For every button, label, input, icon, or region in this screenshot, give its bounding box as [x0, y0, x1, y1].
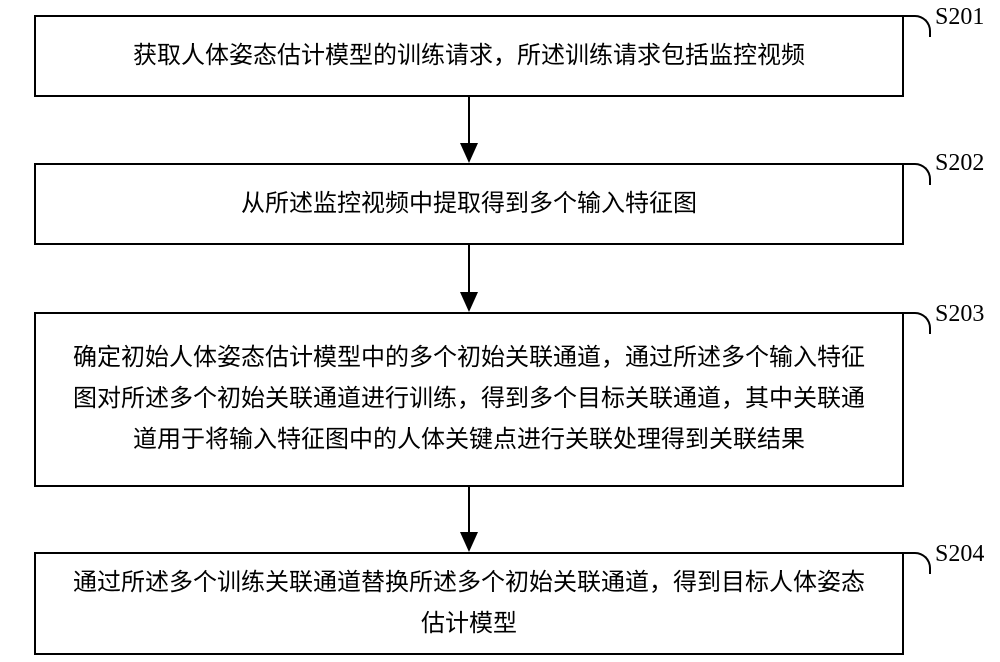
step-label-S202: S202	[935, 150, 984, 177]
flow-node-S203: 确定初始人体姿态估计模型中的多个初始关联通道，通过所述多个输入特征图对所述多个初…	[34, 312, 904, 487]
flow-node-text: 确定初始人体姿态估计模型中的多个初始关联通道，通过所述多个输入特征图对所述多个初…	[66, 338, 872, 460]
callout-curve	[885, 552, 931, 574]
arrow-head-icon	[460, 292, 478, 312]
arrow-line	[468, 245, 471, 292]
flow-node-text: 通过所述多个训练关联通道替换所述多个初始关联通道，得到目标人体姿态估计模型	[66, 563, 872, 645]
callout-curve	[885, 312, 931, 334]
step-label-S204: S204	[935, 541, 984, 568]
arrow-line	[468, 487, 471, 532]
flow-node-text: 获取人体姿态估计模型的训练请求，所述训练请求包括监控视频	[66, 36, 872, 77]
flow-node-text: 从所述监控视频中提取得到多个输入特征图	[66, 184, 872, 225]
callout-curve	[885, 163, 931, 185]
arrow-line	[468, 97, 471, 143]
callout-curve	[885, 15, 931, 37]
step-label-S203: S203	[935, 301, 984, 328]
arrow-head-icon	[460, 143, 478, 163]
flow-node-S201: 获取人体姿态估计模型的训练请求，所述训练请求包括监控视频	[34, 15, 904, 97]
arrow-head-icon	[460, 532, 478, 552]
step-label-S201: S201	[935, 4, 984, 31]
flow-node-S204: 通过所述多个训练关联通道替换所述多个初始关联通道，得到目标人体姿态估计模型	[34, 552, 904, 655]
flow-node-S202: 从所述监控视频中提取得到多个输入特征图	[34, 163, 904, 245]
